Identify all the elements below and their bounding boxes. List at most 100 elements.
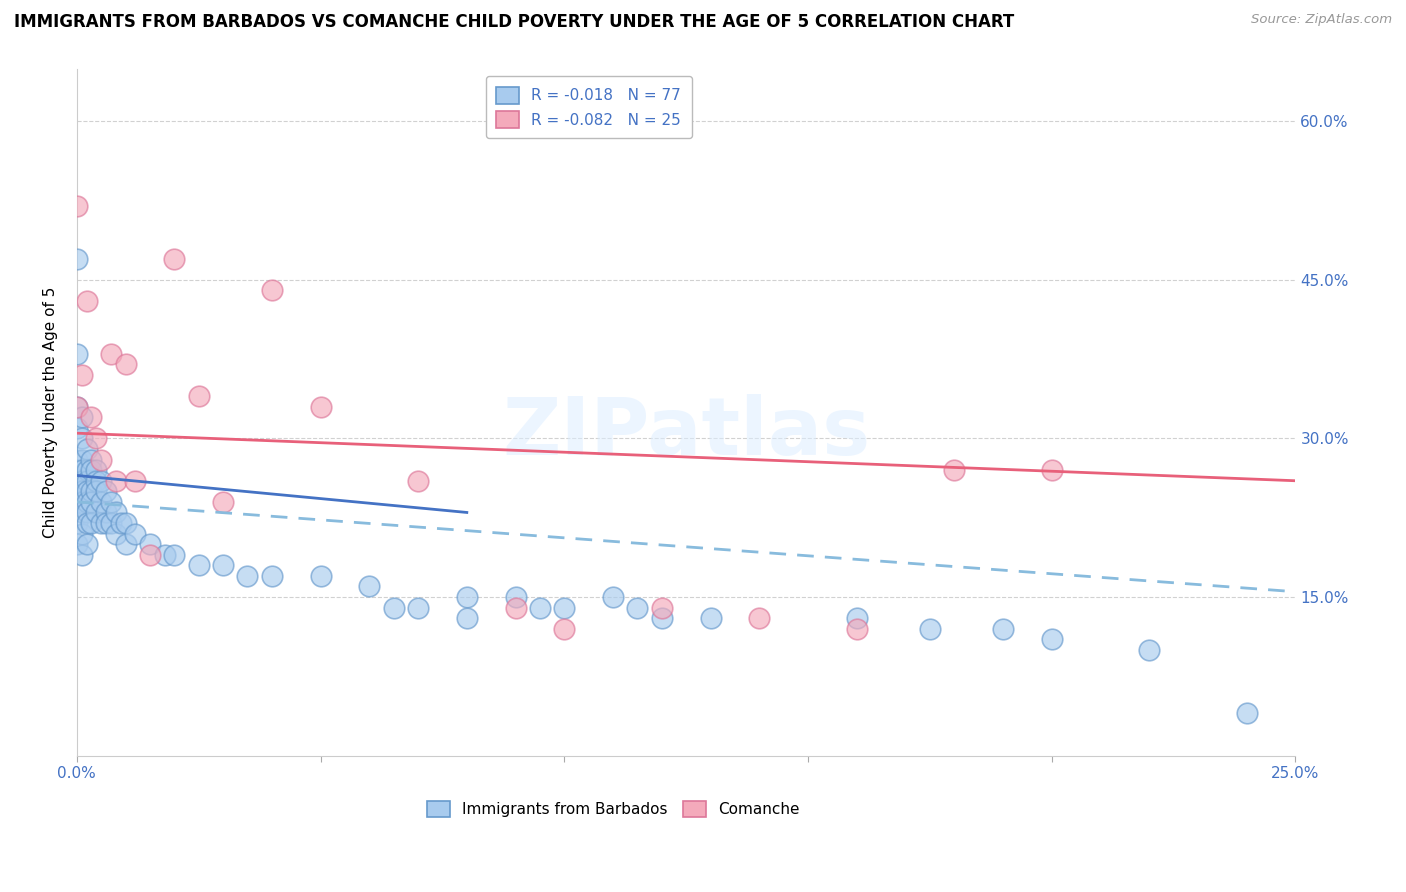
Point	[918, 622, 941, 636]
Point	[80, 463, 103, 477]
Point	[94, 506, 117, 520]
Point	[70, 526, 93, 541]
Point	[104, 474, 127, 488]
Point	[90, 495, 112, 509]
Y-axis label: Child Poverty Under the Age of 5: Child Poverty Under the Age of 5	[44, 286, 58, 538]
Point	[651, 600, 673, 615]
Point	[748, 611, 770, 625]
Point	[80, 495, 103, 509]
Point	[104, 506, 127, 520]
Point	[76, 506, 98, 520]
Point	[124, 526, 146, 541]
Point	[114, 516, 136, 530]
Point	[86, 432, 108, 446]
Point	[70, 432, 93, 446]
Point	[1137, 643, 1160, 657]
Point	[943, 463, 966, 477]
Point	[1236, 706, 1258, 721]
Point	[626, 600, 648, 615]
Point	[70, 463, 93, 477]
Point	[529, 600, 551, 615]
Point	[100, 516, 122, 530]
Point	[70, 484, 93, 499]
Point	[406, 474, 429, 488]
Point	[66, 400, 89, 414]
Point	[70, 474, 93, 488]
Point	[456, 590, 478, 604]
Point	[359, 579, 381, 593]
Point	[76, 442, 98, 456]
Legend: Immigrants from Barbados, Comanche: Immigrants from Barbados, Comanche	[420, 795, 806, 823]
Point	[260, 569, 283, 583]
Point	[114, 358, 136, 372]
Point	[76, 474, 98, 488]
Point	[70, 452, 93, 467]
Point	[456, 611, 478, 625]
Point	[236, 569, 259, 583]
Point	[553, 600, 575, 615]
Text: ZIPatlas: ZIPatlas	[502, 393, 870, 472]
Point	[94, 516, 117, 530]
Point	[80, 484, 103, 499]
Point	[80, 410, 103, 425]
Point	[66, 199, 89, 213]
Point	[1040, 463, 1063, 477]
Point	[66, 347, 89, 361]
Point	[90, 452, 112, 467]
Point	[124, 474, 146, 488]
Point	[94, 484, 117, 499]
Point	[187, 389, 209, 403]
Point	[163, 252, 186, 266]
Point	[382, 600, 405, 615]
Point	[70, 548, 93, 562]
Point	[309, 400, 332, 414]
Point	[212, 558, 235, 573]
Point	[66, 474, 89, 488]
Point	[187, 558, 209, 573]
Point	[76, 463, 98, 477]
Point	[90, 474, 112, 488]
Point	[76, 495, 98, 509]
Text: Source: ZipAtlas.com: Source: ZipAtlas.com	[1251, 13, 1392, 27]
Point	[602, 590, 624, 604]
Point	[66, 463, 89, 477]
Point	[66, 452, 89, 467]
Point	[76, 537, 98, 551]
Point	[86, 506, 108, 520]
Point	[553, 622, 575, 636]
Point	[76, 484, 98, 499]
Point	[70, 506, 93, 520]
Point	[139, 537, 162, 551]
Point	[100, 347, 122, 361]
Point	[845, 622, 868, 636]
Point	[845, 611, 868, 625]
Point	[139, 548, 162, 562]
Point	[86, 484, 108, 499]
Point	[66, 516, 89, 530]
Point	[80, 452, 103, 467]
Point	[66, 400, 89, 414]
Point	[70, 495, 93, 509]
Point	[76, 294, 98, 309]
Point	[505, 590, 527, 604]
Point	[651, 611, 673, 625]
Point	[66, 252, 89, 266]
Point	[1040, 632, 1063, 647]
Point	[114, 537, 136, 551]
Point	[66, 537, 89, 551]
Text: IMMIGRANTS FROM BARBADOS VS COMANCHE CHILD POVERTY UNDER THE AGE OF 5 CORRELATIO: IMMIGRANTS FROM BARBADOS VS COMANCHE CHI…	[14, 13, 1014, 31]
Point	[505, 600, 527, 615]
Point	[70, 410, 93, 425]
Point	[212, 495, 235, 509]
Point	[699, 611, 721, 625]
Point	[76, 516, 98, 530]
Point	[163, 548, 186, 562]
Point	[86, 474, 108, 488]
Point	[309, 569, 332, 583]
Point	[90, 516, 112, 530]
Point	[153, 548, 176, 562]
Point	[260, 284, 283, 298]
Point	[70, 368, 93, 382]
Point	[406, 600, 429, 615]
Point	[66, 421, 89, 435]
